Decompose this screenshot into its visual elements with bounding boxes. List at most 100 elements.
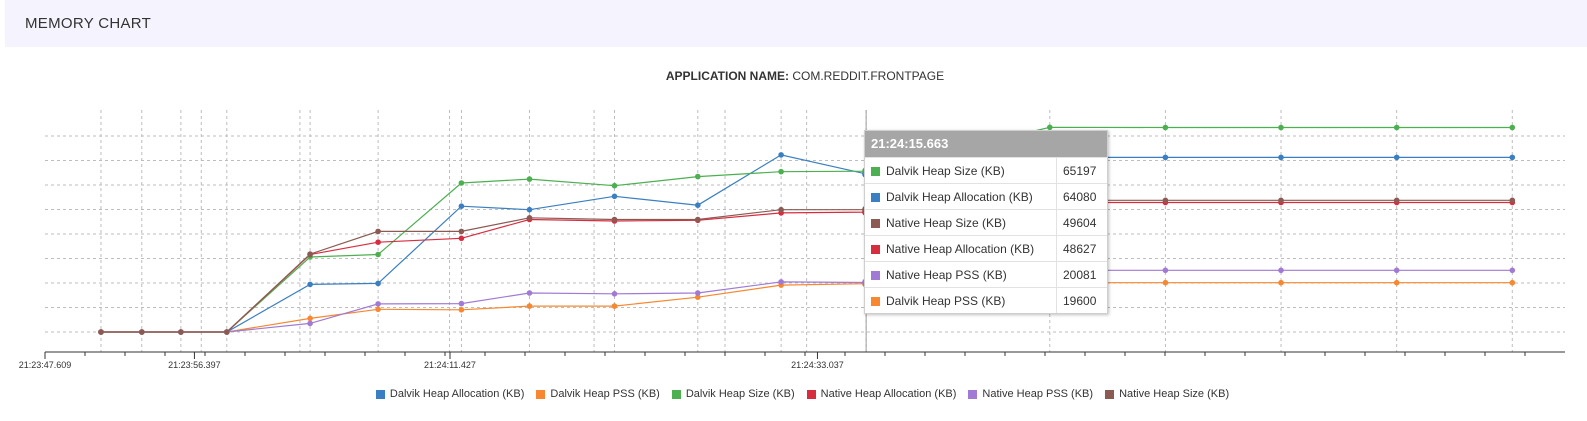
legend-item[interactable]: Dalvik Heap PSS (KB): [536, 388, 660, 400]
panel-header: MEMORY CHART: [5, 0, 1587, 47]
data-point: [458, 203, 465, 209]
chart-legend: Dalvik Heap Allocation (KB) Dalvik Heap P…: [0, 388, 1587, 400]
data-point: [307, 251, 313, 257]
data-point: [695, 294, 701, 301]
data-point: [695, 216, 701, 223]
legend-swatch: [806, 389, 816, 399]
data-point: [1393, 154, 1400, 161]
data-point: [375, 306, 381, 313]
data-point: [526, 215, 533, 221]
tooltip-label: Native Heap Allocation (KB): [886, 241, 1035, 256]
tooltip-value: 65197: [1056, 157, 1107, 184]
tooltip-value: 20081: [1056, 261, 1107, 288]
tooltip-label: Dalvik Heap Size (KB): [886, 163, 1005, 178]
chart-tooltip: 21:24:15.663 Dalvik Heap Size (KB) 65197 D…: [864, 130, 1108, 314]
legend-swatch: [536, 389, 546, 399]
legend-swatch: [1105, 389, 1115, 399]
tooltip-row: Native Heap PSS (KB) 20081: [865, 261, 1107, 288]
data-point: [695, 290, 701, 296]
data-point: [98, 329, 104, 335]
data-point: [139, 329, 145, 335]
data-point: [611, 216, 618, 223]
legend-label: Dalvik Heap Size (KB): [685, 388, 795, 400]
legend-label: Dalvik Heap Allocation (KB): [389, 388, 525, 400]
data-point: [458, 235, 465, 242]
application-name: APPLICATION NAME: COM.REDDIT.FRONTPAGE: [0, 69, 1587, 83]
data-point: [307, 281, 313, 288]
tooltip-label: Native Heap Size (KB): [886, 215, 1007, 230]
application-name-label: APPLICATION NAME:: [665, 69, 789, 83]
tooltip-label: Dalvik Heap Allocation (KB): [886, 189, 1033, 204]
x-tick-label: 21:24:33.037: [791, 360, 844, 370]
legend-label: Native Heap Size (KB): [1119, 388, 1230, 400]
x-tick-label: 21:23:56.397: [168, 360, 221, 370]
tooltip-value: 19600: [1056, 287, 1107, 313]
memory-line-chart[interactable]: 21:23:47.609 21:23:56.397 21:24:11.427 21:2…: [0, 0, 1587, 385]
tooltip-row: Dalvik Heap Size (KB) 65197: [865, 157, 1107, 184]
data-point: [1162, 124, 1169, 131]
data-point: [1393, 279, 1400, 286]
legend-item[interactable]: Native Heap Allocation (KB): [806, 388, 957, 400]
data-point: [1278, 197, 1284, 204]
x-axis: 21:23:47.609 21:23:56.397 21:24:11.427 21:2…: [19, 351, 1565, 370]
data-point: [1278, 154, 1284, 161]
legend-swatch: [375, 389, 385, 399]
tooltip-value: 64080: [1056, 183, 1107, 210]
tooltip-table: Dalvik Heap Size (KB) 65197 Dalvik Heap Al…: [865, 157, 1107, 313]
data-point: [526, 290, 533, 296]
data-point: [611, 303, 618, 309]
panel-title: MEMORY CHART: [25, 15, 152, 32]
horizontal-gridlines: [45, 135, 1565, 333]
data-point: [178, 329, 184, 335]
data-point: [778, 152, 784, 158]
x-tick-label: 21:23:47.609: [19, 360, 72, 370]
tooltip-value: 48627: [1056, 235, 1107, 262]
tooltip-swatch: [871, 192, 880, 202]
data-point: [611, 291, 618, 297]
data-point: [1162, 279, 1169, 286]
tooltip-row: Native Heap Allocation (KB) 48627: [865, 235, 1107, 262]
data-point: [307, 320, 313, 327]
data-point: [1162, 267, 1169, 274]
legend-item[interactable]: Dalvik Heap Allocation (KB): [375, 388, 525, 400]
tooltip-value: 49604: [1056, 209, 1107, 236]
data-point: [1509, 267, 1516, 274]
data-point: [1509, 197, 1516, 204]
data-point: [375, 228, 381, 235]
legend-swatch: [671, 389, 681, 399]
tooltip-row: Dalvik Heap Allocation (KB) 64080: [865, 183, 1107, 210]
data-point: [224, 329, 230, 335]
tooltip-row: Native Heap Size (KB) 49604: [865, 209, 1107, 236]
tooltip-time: 21:24:15.663: [865, 131, 1107, 157]
legend-swatch: [968, 389, 978, 399]
tooltip-swatch: [871, 270, 880, 280]
vertical-gridlines: [100, 110, 1513, 352]
data-point: [375, 280, 381, 287]
data-point: [458, 180, 465, 186]
data-point: [375, 301, 381, 307]
data-point: [611, 182, 618, 189]
data-point: [458, 307, 465, 313]
data-point: [526, 206, 533, 213]
data-point: [1162, 154, 1169, 161]
legend-label: Dalvik Heap PSS (KB): [550, 388, 660, 400]
legend-label: Native Heap Allocation (KB): [820, 388, 957, 400]
x-tick-label: 21:24:11.427: [424, 360, 476, 370]
data-point: [778, 168, 784, 175]
application-name-value: COM.REDDIT.FRONTPAGE: [792, 69, 945, 83]
tooltip-swatch: [871, 244, 880, 254]
tooltip-label: Native Heap PSS (KB): [886, 267, 1007, 282]
legend-label: Native Heap PSS (KB): [982, 388, 1094, 400]
data-point: [778, 279, 784, 285]
data-point: [458, 300, 465, 307]
legend-item[interactable]: Native Heap PSS (KB): [968, 388, 1093, 400]
legend-item[interactable]: Dalvik Heap Size (KB): [671, 388, 795, 400]
data-point: [375, 239, 381, 245]
legend-item[interactable]: Native Heap Size (KB): [1105, 388, 1229, 400]
data-point: [695, 202, 701, 208]
data-point: [1162, 197, 1169, 204]
data-point: [1509, 154, 1516, 161]
tooltip-row: Dalvik Heap PSS (KB) 19600: [865, 287, 1107, 313]
data-point: [778, 206, 784, 213]
data-point: [1047, 124, 1053, 131]
